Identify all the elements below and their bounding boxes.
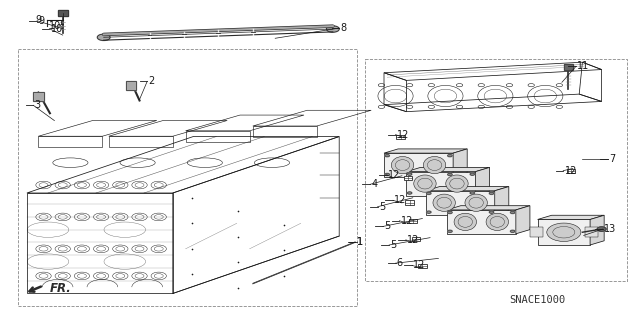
Text: 5: 5 — [384, 221, 390, 232]
Ellipse shape — [486, 213, 509, 231]
Bar — [58, 10, 68, 16]
Text: 12: 12 — [388, 170, 400, 180]
Bar — [33, 92, 44, 101]
Circle shape — [489, 192, 494, 194]
Circle shape — [426, 211, 431, 213]
Polygon shape — [384, 153, 453, 177]
Circle shape — [597, 227, 606, 231]
Bar — [564, 64, 573, 70]
Bar — [406, 201, 414, 205]
Polygon shape — [447, 210, 516, 234]
Text: SNACE1000: SNACE1000 — [509, 295, 566, 305]
Ellipse shape — [424, 156, 446, 174]
Polygon shape — [426, 187, 509, 191]
Bar — [126, 81, 136, 90]
Circle shape — [97, 34, 110, 41]
Text: 1: 1 — [356, 237, 363, 248]
Bar — [564, 64, 573, 70]
Ellipse shape — [414, 175, 436, 192]
Circle shape — [511, 211, 515, 214]
Ellipse shape — [454, 213, 476, 231]
Text: 5: 5 — [379, 202, 385, 212]
Polygon shape — [476, 167, 490, 196]
Text: 9: 9 — [35, 15, 42, 25]
Bar — [412, 237, 420, 241]
Bar — [33, 92, 44, 101]
Polygon shape — [590, 215, 604, 245]
Text: 12: 12 — [407, 235, 419, 245]
Text: 10: 10 — [51, 24, 63, 34]
Bar — [404, 176, 413, 180]
Circle shape — [511, 230, 515, 232]
Ellipse shape — [547, 223, 581, 241]
Text: 8: 8 — [340, 23, 347, 33]
Bar — [419, 264, 427, 268]
Circle shape — [470, 173, 475, 175]
Polygon shape — [495, 187, 509, 215]
Bar — [530, 227, 543, 237]
Bar — [567, 169, 575, 173]
Text: 12: 12 — [397, 130, 409, 140]
Ellipse shape — [465, 194, 488, 211]
Circle shape — [448, 173, 452, 175]
Circle shape — [385, 155, 389, 157]
Ellipse shape — [446, 175, 468, 192]
Text: 12: 12 — [401, 216, 413, 226]
Text: 13: 13 — [604, 224, 616, 234]
Text: 2: 2 — [148, 76, 155, 86]
Ellipse shape — [392, 156, 414, 174]
Circle shape — [326, 26, 339, 32]
Circle shape — [385, 173, 389, 175]
Bar — [397, 135, 405, 139]
Circle shape — [408, 192, 412, 194]
Text: FR.: FR. — [50, 282, 72, 294]
Circle shape — [448, 211, 452, 214]
Circle shape — [448, 230, 452, 232]
Circle shape — [470, 192, 475, 194]
Polygon shape — [406, 172, 476, 196]
Text: 11: 11 — [577, 61, 589, 71]
Text: 5: 5 — [390, 240, 397, 250]
Polygon shape — [447, 206, 530, 210]
Polygon shape — [384, 149, 467, 153]
Text: 4: 4 — [371, 179, 378, 189]
Text: 12: 12 — [564, 166, 577, 176]
Text: 9: 9 — [38, 16, 45, 26]
Ellipse shape — [433, 194, 456, 211]
Polygon shape — [516, 206, 530, 234]
Text: 10: 10 — [49, 21, 61, 31]
Text: 3: 3 — [35, 100, 41, 110]
Text: 12: 12 — [413, 260, 426, 271]
Polygon shape — [426, 191, 495, 215]
Bar — [126, 81, 136, 90]
Circle shape — [448, 155, 452, 157]
Text: 6: 6 — [397, 258, 403, 268]
Text: 7: 7 — [609, 154, 616, 164]
Bar — [409, 219, 417, 223]
Polygon shape — [453, 149, 467, 177]
Polygon shape — [538, 219, 590, 245]
Circle shape — [489, 211, 494, 213]
Bar — [58, 10, 68, 16]
Text: 1: 1 — [357, 237, 364, 247]
Circle shape — [426, 192, 431, 194]
Bar — [585, 227, 598, 237]
Polygon shape — [406, 167, 490, 172]
Text: 12: 12 — [394, 195, 406, 205]
Circle shape — [408, 173, 412, 175]
Polygon shape — [538, 215, 604, 219]
